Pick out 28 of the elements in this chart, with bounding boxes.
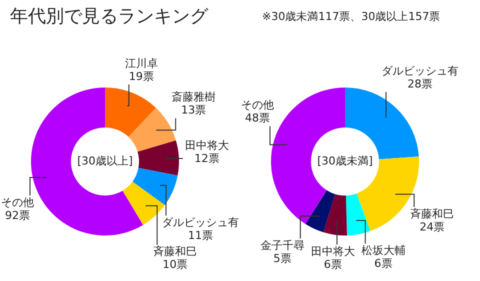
slice-label: 田中将大: [184, 138, 229, 152]
slice-label: その他: [1, 196, 34, 210]
data-label: 11票: [188, 228, 213, 242]
slice-label: 田中将大: [310, 244, 355, 258]
text: [30歳以上]: [77, 154, 133, 168]
slice-label: 斉藤和巳: [153, 245, 198, 258]
data-label: 13票: [181, 104, 206, 117]
data-label: 24票: [420, 220, 445, 234]
data-label: 10票: [162, 258, 188, 272]
slice-label: 斎藤雅樹: [172, 90, 216, 104]
slice-label: ダルビッシュ有: [162, 216, 239, 229]
data-label: 92票: [5, 209, 30, 222]
data-label: 6票: [324, 258, 342, 271]
slice-label: 松坂大輔: [361, 244, 406, 258]
text: [30歳未満]: [317, 154, 373, 168]
data-label: 28票: [408, 77, 433, 90]
data-label: 12票: [194, 152, 220, 165]
data-label: 6票: [374, 257, 392, 270]
data-label: 5票: [273, 252, 292, 265]
slice-label: 江川卓: [124, 56, 158, 70]
chart-title: 年代別で見るランキング: [10, 5, 208, 28]
data-label: 19票: [128, 70, 154, 83]
slice-label: ダルビッシュ有: [382, 64, 459, 78]
slice-label: その他: [241, 98, 274, 112]
data-label: 48票: [245, 112, 270, 125]
slice-label: 斉藤和巳: [410, 207, 454, 220]
slice-label: 金子千尋: [260, 238, 304, 252]
chart-subtitle: ※30歳未満117票、30歳以上157票: [262, 9, 440, 24]
